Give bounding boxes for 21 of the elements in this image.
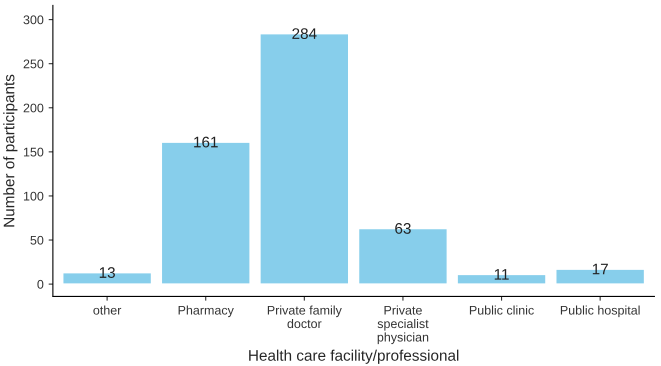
x-tick-label: Private specialist physician bbox=[378, 305, 429, 344]
x-tick-label: Private family doctor bbox=[268, 305, 342, 328]
y-tick-label: 250 bbox=[24, 59, 44, 68]
data-label: 284 bbox=[292, 28, 317, 40]
data-label: 63 bbox=[395, 223, 411, 234]
y-tick-label: 50 bbox=[30, 236, 44, 245]
x-tick-label: Public clinic bbox=[470, 305, 534, 315]
y-axis-title: Number of participants bbox=[3, 74, 18, 227]
x-tick-label: other bbox=[93, 305, 122, 315]
data-label: 13 bbox=[100, 267, 115, 278]
x-axis-title: Health care facility/professional bbox=[249, 350, 458, 364]
x-tick-label: Public hospital bbox=[560, 305, 640, 318]
y-tick-label: 100 bbox=[24, 192, 44, 201]
y-tick-label: 150 bbox=[24, 148, 44, 157]
data-label: 161 bbox=[194, 136, 218, 148]
y-tick-label: 0 bbox=[37, 280, 44, 289]
data-label: 17 bbox=[592, 264, 608, 274]
y-tick-label: 300 bbox=[23, 15, 44, 24]
x-tick-label: Pharmacy bbox=[178, 305, 234, 318]
y-tick-label: 200 bbox=[24, 104, 44, 112]
data-label: 11 bbox=[494, 269, 509, 280]
